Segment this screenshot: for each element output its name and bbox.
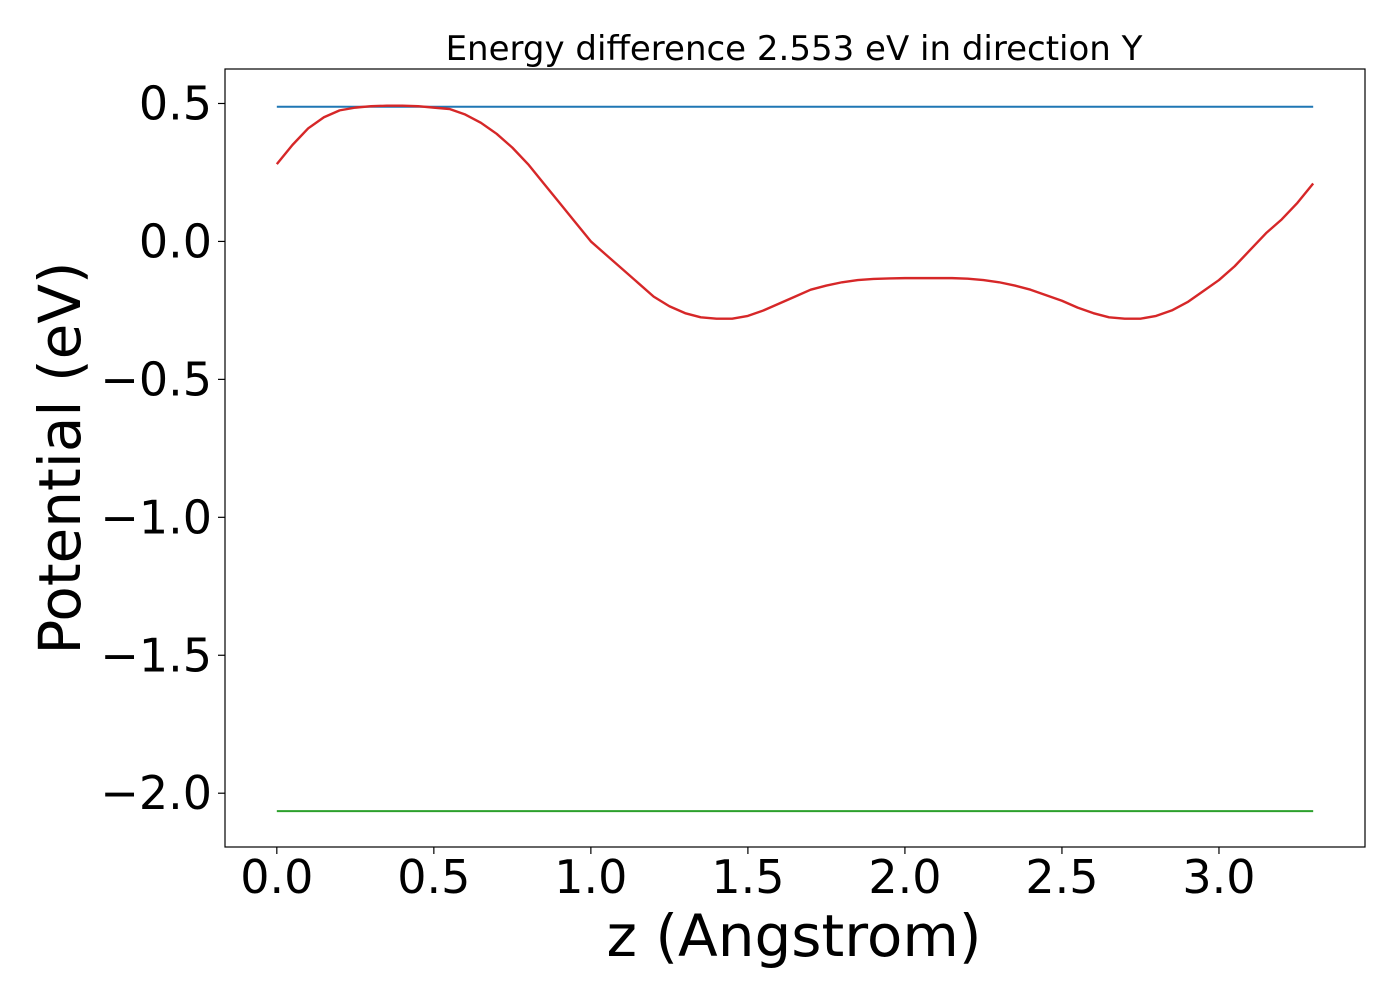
y-axis-label: Potential (eV) xyxy=(26,261,94,654)
plot-frame xyxy=(224,68,1366,848)
x-tick-label: 0.0 xyxy=(240,850,313,904)
x-axis-label: z (Angstrom) xyxy=(607,902,982,970)
x-tick-label: 1.5 xyxy=(711,850,784,904)
x-axis: 0.0 0.5 1.0 1.5 2.0 2.5 3.0 xyxy=(240,847,1256,904)
y-tick-label: −2.0 xyxy=(100,766,212,820)
series-line-potential xyxy=(275,104,1315,320)
y-tick-label: 0.5 xyxy=(139,76,212,130)
x-tick-label: 2.0 xyxy=(868,850,941,904)
y-tick-label: −1.5 xyxy=(100,628,212,682)
y-tick-label: −0.5 xyxy=(100,352,212,406)
chart-title: Energy difference 2.553 eV in direction … xyxy=(446,29,1143,69)
x-tick-label: 3.0 xyxy=(1182,850,1255,904)
y-axis: 0.5 0.0 −0.5 −1.0 −1.5 −2.0 xyxy=(100,76,225,820)
x-tick-label: 0.5 xyxy=(397,850,470,904)
y-tick-label: −1.0 xyxy=(100,490,212,544)
x-tick-label: 2.5 xyxy=(1025,850,1098,904)
y-tick-label: 0.0 xyxy=(139,214,212,268)
x-tick-label: 1.0 xyxy=(554,850,627,904)
